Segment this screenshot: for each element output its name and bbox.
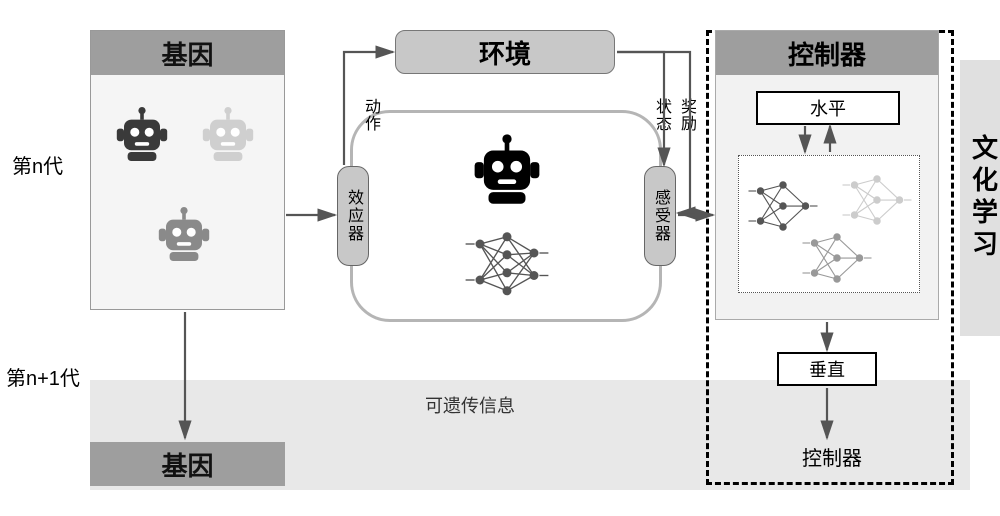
agent-robot-icon	[472, 132, 542, 206]
agent-network-icon	[462, 222, 552, 302]
culture-bar: 文化学习	[960, 60, 1000, 336]
generation-n-label: 第n代	[12, 150, 63, 179]
network-icon	[799, 228, 875, 288]
gene-body	[91, 75, 284, 311]
generation-n1-label: 第n+1代	[6, 362, 80, 391]
receptor-pill: 感受器	[644, 166, 676, 266]
vertical-box: 垂直	[777, 352, 877, 386]
environment-title: 环境	[395, 30, 615, 74]
diagram-canvas: 可遗传信息 基因 基因 环境 效应器 感受器	[90, 30, 970, 490]
culture-label: 文化学习	[966, 134, 1000, 262]
gene-title-bottom: 基因	[90, 442, 285, 486]
controller-title: 控制器	[716, 31, 938, 75]
robot-icon	[201, 105, 255, 163]
robot-icon	[157, 205, 211, 263]
network-icon	[839, 170, 915, 230]
reward-label: 奖励	[674, 98, 698, 132]
receptor-label: 感受器	[648, 189, 672, 243]
controller-box: 控制器 水平	[715, 30, 939, 320]
heritable-label: 可遗传信息	[425, 392, 515, 418]
controller-bottom-label: 控制器	[802, 442, 862, 471]
effector-pill: 效应器	[337, 166, 369, 266]
gene-box: 基因	[90, 30, 285, 310]
network-icon	[745, 176, 821, 236]
level-box: 水平	[756, 91, 900, 125]
action-label: 动作	[358, 98, 382, 132]
robot-icon	[115, 105, 169, 163]
state-label: 状态	[649, 98, 673, 132]
agent-loop: 效应器 感受器	[322, 102, 690, 330]
controller-net-panel	[738, 155, 920, 293]
gene-title: 基因	[91, 31, 284, 75]
effector-label: 效应器	[341, 189, 365, 243]
